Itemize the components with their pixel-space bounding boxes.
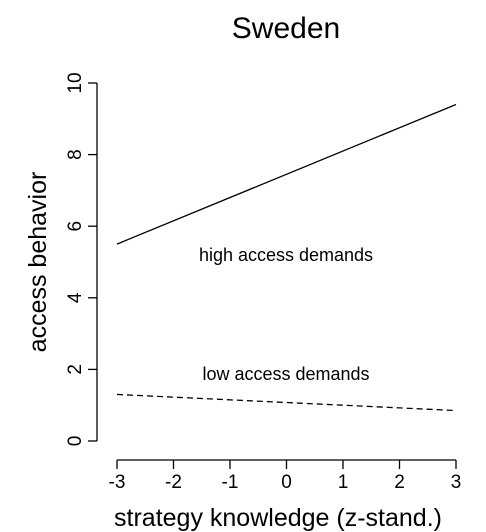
x-axis: -3 -2 -1 0 1 2 3 <box>109 459 462 493</box>
y-axis: 0 2 4 6 8 10 <box>65 72 98 447</box>
annotation-high-access-demands: high access demands <box>199 245 373 265</box>
x-tick-label-3: 0 <box>281 472 292 493</box>
y-tick-label-3: 6 <box>65 221 86 232</box>
x-tick-label-5: 2 <box>394 472 405 493</box>
series-line-low-access-demands <box>116 393 457 412</box>
plot-area <box>116 103 457 412</box>
y-axis-label: access behavior <box>24 172 52 353</box>
y-tick-label-0: 0 <box>65 436 86 447</box>
x-tick-label-6: 3 <box>451 472 462 493</box>
chart-title: Sweden <box>232 12 340 45</box>
x-tick-label-0: -3 <box>109 472 126 493</box>
x-tick-label-4: 1 <box>338 472 349 493</box>
y-tick-label-5: 10 <box>65 72 86 93</box>
series-line-high-access-demands <box>116 103 457 245</box>
y-tick-label-4: 8 <box>65 149 86 160</box>
x-axis-label: strategy knowledge (z-stand.) <box>114 504 442 532</box>
y-tick-label-1: 2 <box>65 364 86 375</box>
y-tick-label-2: 4 <box>65 292 86 303</box>
x-tick-label-2: -1 <box>222 472 239 493</box>
annotation-low-access-demands: low access demands <box>202 364 369 384</box>
x-tick-label-1: -2 <box>165 472 182 493</box>
